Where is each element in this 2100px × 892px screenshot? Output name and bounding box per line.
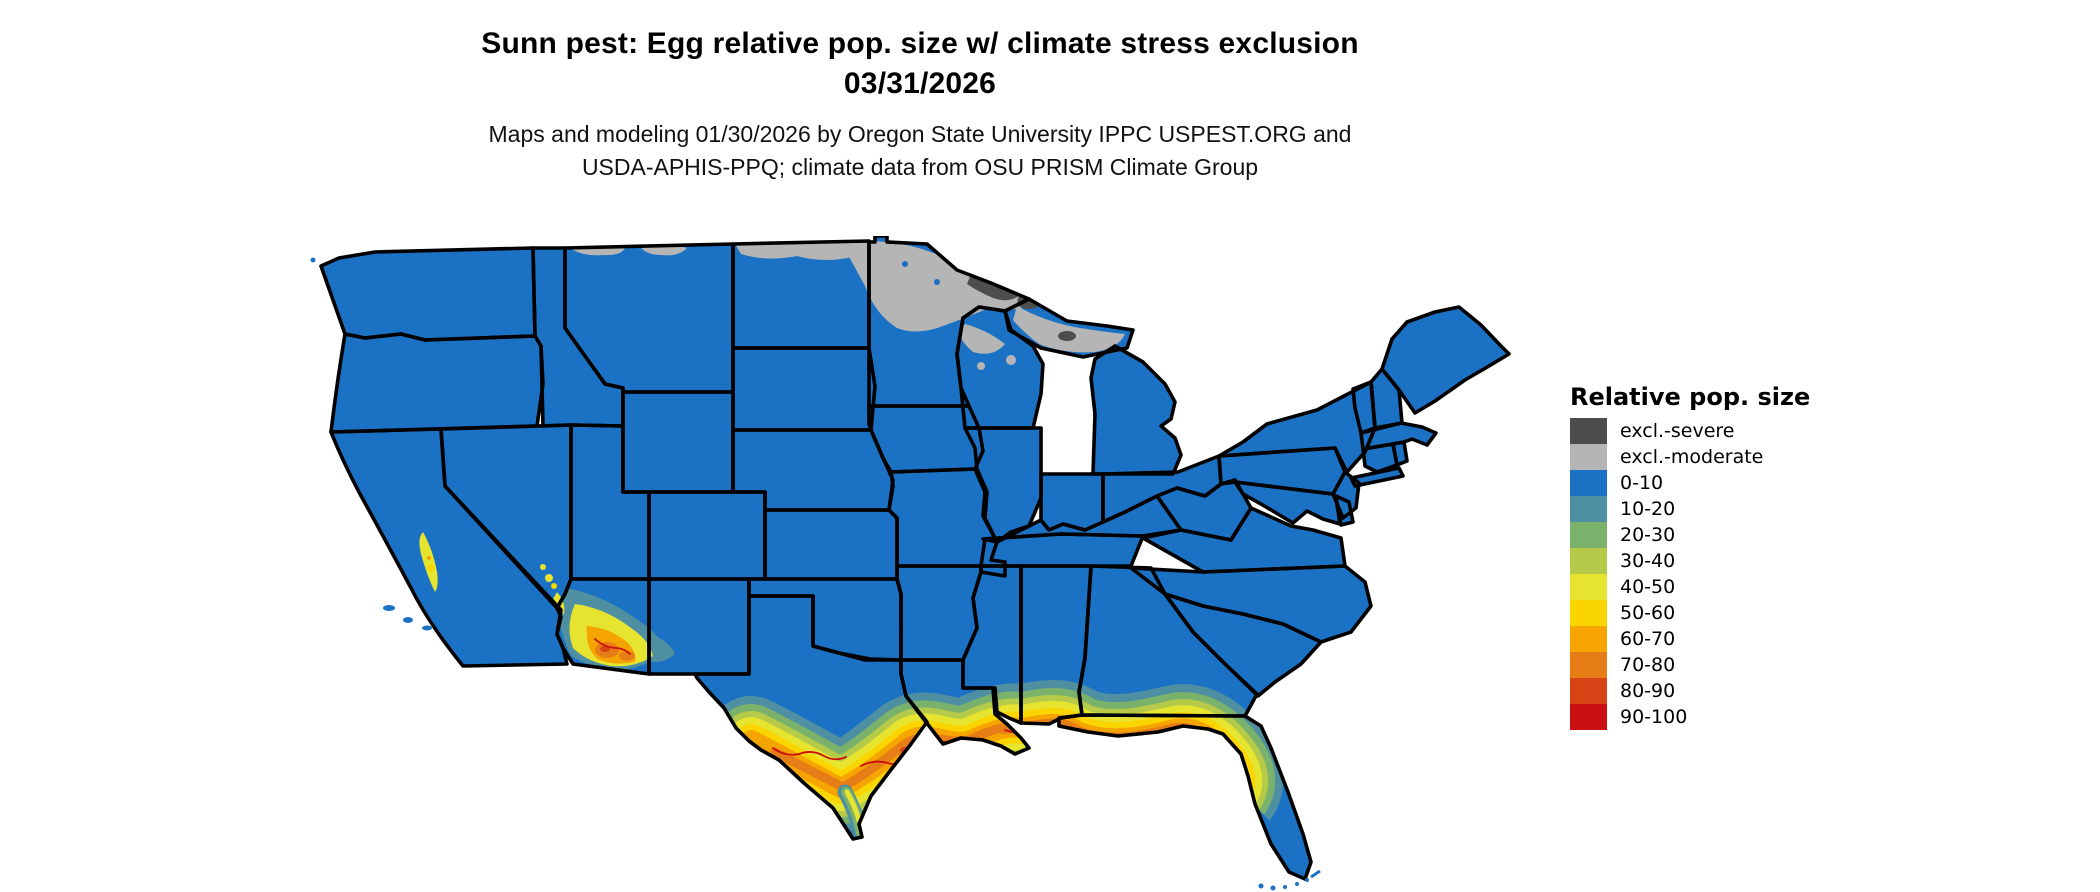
offshore-islands <box>310 257 449 637</box>
legend-item: 90-100 <box>1570 704 1870 730</box>
legend-item: 30-40 <box>1570 548 1870 574</box>
legend-label: 70-80 <box>1620 654 1676 676</box>
us-map <box>305 236 1550 892</box>
subtitle-block: Maps and modeling 01/30/2026 by Oregon S… <box>0 118 1840 184</box>
legend-swatch <box>1570 470 1607 496</box>
legend-label: 0-10 <box>1620 472 1664 494</box>
legend-rows: excl.-severe excl.-moderate 0-10 10-20 20-30… <box>1570 418 1870 730</box>
legend-item: 0-10 <box>1570 470 1870 496</box>
legend-label: 60-70 <box>1620 628 1676 650</box>
legend-item: 60-70 <box>1570 626 1870 652</box>
legend-item: 50-60 <box>1570 600 1870 626</box>
legend-title: Relative pop. size <box>1570 383 1811 411</box>
legend-swatch <box>1570 444 1607 470</box>
legend-swatch <box>1570 704 1607 730</box>
legend-label: 10-20 <box>1620 498 1676 520</box>
legend-swatch <box>1570 678 1607 704</box>
legend-item: excl.-severe <box>1570 418 1870 444</box>
lake-speck <box>902 261 908 267</box>
legend-item: 70-80 <box>1570 652 1870 678</box>
legend-swatch <box>1570 574 1607 600</box>
legend-label: excl.-severe <box>1620 420 1735 442</box>
legend-label: 40-50 <box>1620 576 1676 598</box>
legend-swatch <box>1570 600 1607 626</box>
keys-dash <box>1310 869 1321 879</box>
legend-item: 40-50 <box>1570 574 1870 600</box>
legend-label: 20-30 <box>1620 524 1676 546</box>
legend-label: 80-90 <box>1620 680 1676 702</box>
us-map-svg <box>310 236 1511 891</box>
map-title: Sunn pest: Egg relative pop. size w/ cli… <box>481 27 1359 60</box>
arizona-population-blob <box>540 564 675 670</box>
legend-label: 90-100 <box>1620 706 1688 728</box>
legend-swatch <box>1570 496 1607 522</box>
legend-label: 30-40 <box>1620 550 1676 572</box>
legend-item: 10-20 <box>1570 496 1870 522</box>
lake-speck <box>934 279 940 285</box>
population-base-0-10 <box>321 236 1509 879</box>
legend-label: excl.-moderate <box>1620 446 1764 468</box>
legend-swatch <box>1570 548 1607 574</box>
gulf-coast-population-band <box>707 680 1284 842</box>
title-block: Sunn pest: Egg relative pop. size w/ cli… <box>0 24 1840 104</box>
legend-swatch <box>1570 418 1607 444</box>
legend: Relative pop. size excl.-severe excl.-mod… <box>1570 384 1870 730</box>
legend-item: excl.-moderate <box>1570 444 1870 470</box>
legend-swatch <box>1570 522 1607 548</box>
legend-item: 80-90 <box>1570 678 1870 704</box>
raster-layer <box>321 236 1509 879</box>
florida-keys <box>1258 869 1321 891</box>
map-credit-line2: USDA-APHIS-PPQ; climate data from OSU PR… <box>581 154 1259 180</box>
california-valley-streak <box>419 532 438 592</box>
map-credit-line1: Maps and modeling 01/30/2026 by Oregon S… <box>488 121 1352 147</box>
legend-label: 50-60 <box>1620 602 1676 624</box>
legend-item: 20-30 <box>1570 522 1870 548</box>
legend-swatch <box>1570 652 1607 678</box>
map-title-date: 03/31/2026 <box>843 67 997 100</box>
legend-swatch <box>1570 626 1607 652</box>
